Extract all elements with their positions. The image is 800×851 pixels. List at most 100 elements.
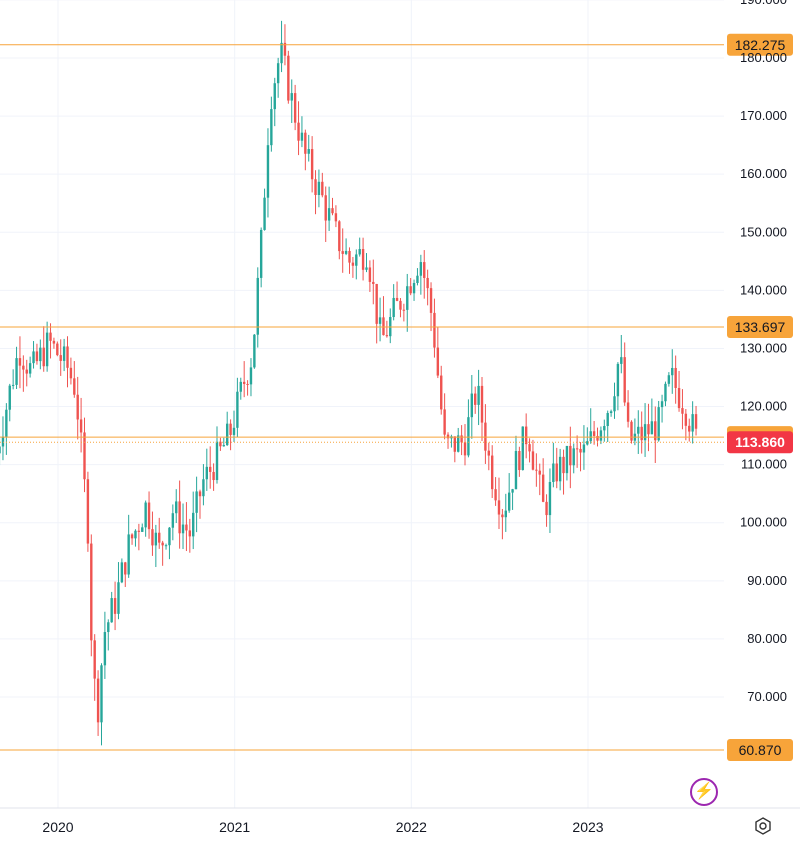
candle-body	[52, 340, 56, 344]
candle-body	[242, 381, 246, 384]
candle-body	[225, 423, 229, 446]
candle-body	[73, 378, 76, 395]
candle-body	[518, 451, 521, 471]
candle-body	[660, 401, 664, 408]
y-tick-label: 130.000	[740, 340, 787, 355]
candle-body	[185, 524, 188, 531]
candle-body	[120, 562, 124, 583]
candle-body	[307, 149, 310, 154]
candle-body	[327, 208, 331, 221]
current-price-label: 113.860	[735, 434, 785, 450]
candle-body	[321, 181, 324, 196]
candle-body	[596, 435, 599, 441]
candle-body	[480, 385, 484, 423]
candle-body	[507, 492, 511, 511]
candle-body	[429, 288, 433, 313]
candle-body	[555, 463, 558, 482]
candle-body	[59, 355, 62, 361]
candle-body	[175, 501, 178, 514]
candle-body	[443, 409, 446, 435]
candle-body	[39, 347, 42, 362]
candle-body	[209, 466, 212, 472]
candle-body	[541, 474, 545, 502]
candle-body	[395, 297, 399, 301]
candle-body	[134, 530, 137, 539]
candle-body	[297, 122, 300, 141]
candle-body	[266, 145, 270, 198]
candle-body	[664, 383, 667, 402]
candle-body	[79, 419, 83, 433]
level-price-tag	[727, 315, 793, 338]
candle-body	[667, 375, 671, 384]
candle-body	[202, 479, 205, 497]
candle-body	[565, 445, 569, 474]
candle-body	[45, 332, 49, 367]
candle-body	[423, 262, 426, 278]
candle-body	[650, 421, 654, 435]
candle-body	[426, 277, 429, 289]
candle-body	[293, 93, 297, 123]
lightning-icon[interactable]: ⚡	[690, 778, 718, 806]
candle-body	[372, 281, 375, 284]
candle-body	[613, 396, 616, 412]
candles-series	[0, 20, 698, 746]
candle-body	[8, 385, 11, 410]
candle-body	[419, 262, 423, 276]
candle-body	[195, 491, 198, 513]
candle-body	[453, 436, 457, 452]
candle-body	[490, 455, 494, 490]
candle-body	[487, 450, 490, 456]
y-tick-label: 110.000	[741, 457, 787, 472]
candle-body	[378, 317, 382, 324]
settings-gear-icon[interactable]	[752, 815, 774, 837]
candle-body	[283, 42, 287, 56]
candle-body	[385, 335, 389, 337]
candle-body	[276, 63, 280, 84]
candle-body	[239, 381, 242, 392]
candle-body	[382, 317, 385, 336]
candle-body	[62, 346, 66, 361]
candle-body	[524, 426, 528, 445]
candle-body	[460, 435, 463, 443]
candle-body	[219, 441, 222, 447]
candle-body	[300, 132, 304, 141]
candle-body	[620, 357, 623, 364]
y-tick-label: 180.000	[740, 50, 787, 65]
candle-body	[331, 208, 334, 214]
candle-body	[562, 456, 565, 474]
y-tick-label: 140.000	[740, 282, 787, 297]
candle-body	[236, 391, 239, 428]
candle-body	[273, 83, 276, 110]
candle-body	[477, 385, 480, 405]
candle-body	[626, 402, 630, 422]
candle-body	[198, 491, 202, 497]
candle-body	[436, 347, 440, 376]
y-tick-label: 160.000	[740, 166, 787, 181]
candle-body	[253, 334, 256, 368]
candle-body	[117, 582, 120, 614]
candle-body	[334, 213, 338, 222]
candle-body	[375, 283, 378, 324]
candle-body	[406, 286, 409, 310]
candle-body	[623, 357, 626, 403]
candle-body	[263, 197, 266, 230]
y-tick-label: 90.000	[747, 573, 787, 588]
candle-body	[205, 466, 209, 480]
candle-body	[25, 369, 28, 374]
candle-body	[355, 254, 358, 266]
candle-body	[103, 632, 107, 666]
level-price-tag	[727, 33, 793, 56]
candle-body	[49, 332, 52, 341]
x-tick-label: 2021	[219, 819, 250, 835]
candle-body	[151, 529, 154, 546]
candle-body	[654, 421, 657, 441]
candle-body	[361, 249, 365, 270]
candle-body	[107, 622, 110, 633]
candle-body	[192, 512, 195, 537]
candle-body	[32, 351, 35, 364]
candle-body	[215, 441, 219, 481]
candle-body	[344, 250, 348, 254]
candle-body	[270, 109, 273, 146]
